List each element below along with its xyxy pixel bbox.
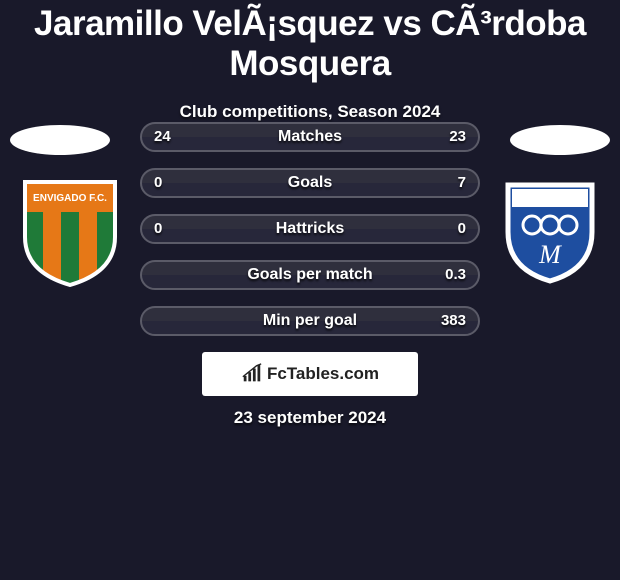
page-title: Jaramillo VelÃ¡squez vs CÃ³rdoba Mosquer… bbox=[0, 0, 620, 84]
stat-label: Goals per match bbox=[142, 262, 478, 288]
stat-right-value: 7 bbox=[458, 170, 466, 196]
halo-right bbox=[510, 125, 610, 155]
stat-label: Goals bbox=[142, 170, 478, 196]
stat-right-value: 0.3 bbox=[445, 262, 466, 288]
badge-right-text: M bbox=[538, 240, 562, 269]
bar-chart-icon bbox=[241, 363, 263, 385]
badge-left-text: ENVIGADO F.C. bbox=[33, 193, 107, 204]
team-badge-left: ENVIGADO F.C. bbox=[20, 177, 120, 287]
subtitle: Club competitions, Season 2024 bbox=[0, 102, 620, 122]
stat-right-value: 23 bbox=[449, 124, 466, 150]
stat-row: 0 Goals 7 bbox=[140, 168, 480, 198]
stat-row: Min per goal 383 bbox=[140, 306, 480, 336]
stat-row: 0 Hattricks 0 bbox=[140, 214, 480, 244]
team-badge-right: M bbox=[500, 177, 600, 287]
stats-list: 24 Matches 23 0 Goals 7 0 Hattricks 0 Go… bbox=[140, 122, 480, 352]
stat-right-value: 0 bbox=[458, 216, 466, 242]
stat-row: 24 Matches 23 bbox=[140, 122, 480, 152]
halo-left bbox=[10, 125, 110, 155]
date-text: 23 september 2024 bbox=[0, 408, 620, 428]
branding-text: FcTables.com bbox=[267, 364, 379, 384]
stat-label: Matches bbox=[142, 124, 478, 150]
stat-row: Goals per match 0.3 bbox=[140, 260, 480, 290]
stat-label: Min per goal bbox=[142, 308, 478, 334]
stat-label: Hattricks bbox=[142, 216, 478, 242]
branding-badge: FcTables.com bbox=[202, 352, 418, 396]
stat-right-value: 383 bbox=[441, 308, 466, 334]
